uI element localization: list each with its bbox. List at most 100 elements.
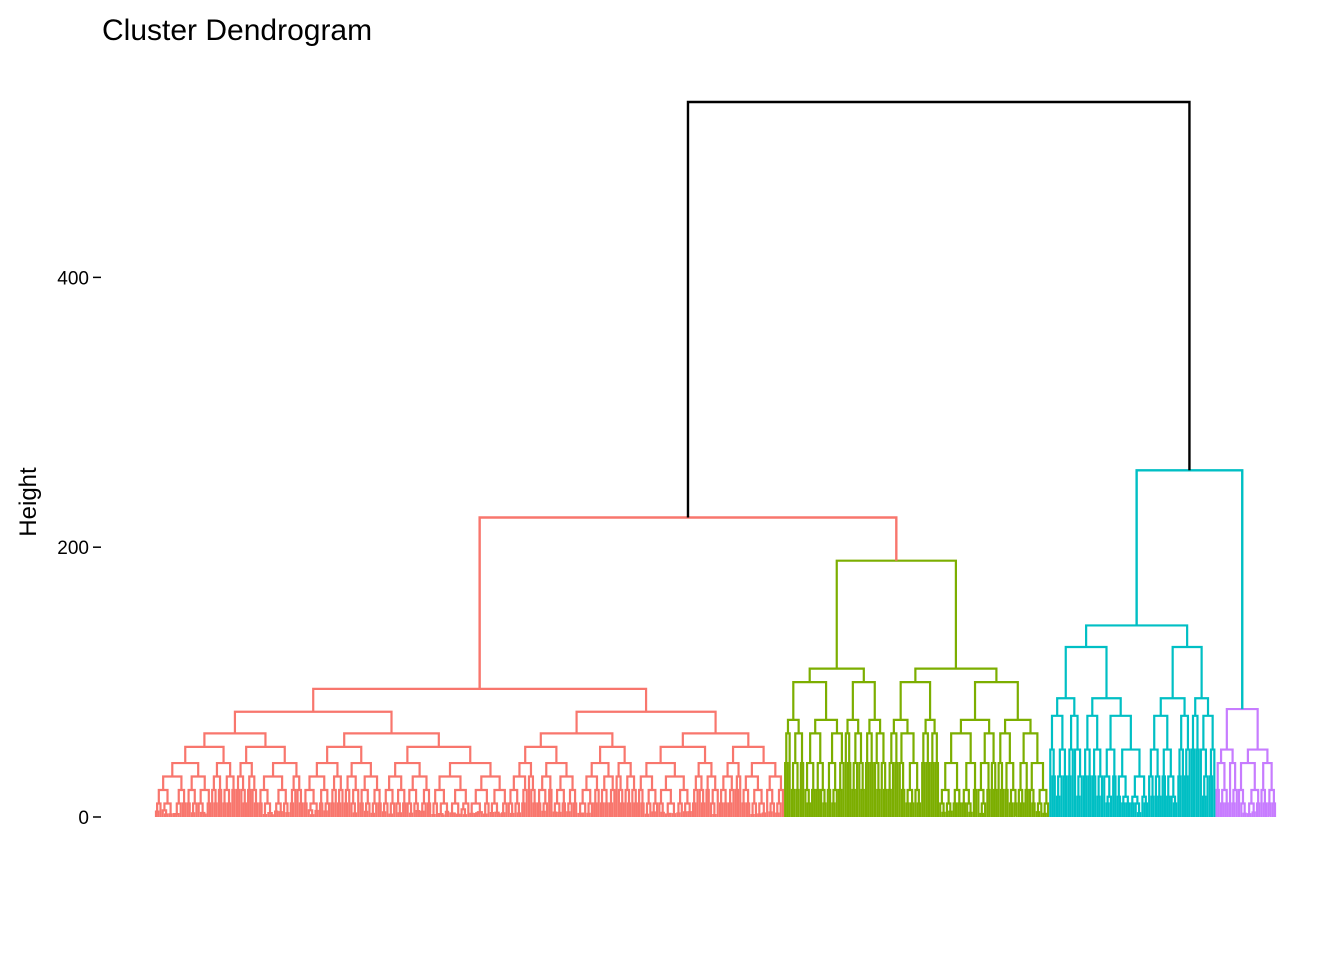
- dendrogram-link: [659, 745, 707, 764]
- dendrogram-link: [168, 813, 173, 817]
- dendrogram-link: [873, 761, 880, 817]
- dendrogram-link: [572, 802, 578, 817]
- dendrogram-link: [617, 761, 632, 777]
- dendrogram-link: [518, 761, 533, 777]
- dendrogram-link: [326, 745, 363, 764]
- dendrogram-link: [916, 802, 922, 817]
- dendrogram-link: [184, 745, 225, 764]
- y-tick-label: 0: [78, 808, 89, 829]
- dendrogram-link: [259, 788, 269, 804]
- dendrogram-link: [921, 761, 926, 817]
- dendrogram-link: [1096, 795, 1101, 817]
- dendrogram-link: [1122, 795, 1129, 804]
- dendrogram-link: [1271, 802, 1277, 817]
- dendrogram-link: [718, 802, 724, 817]
- dendrogram-link: [846, 761, 852, 817]
- dendrogram-link: [924, 718, 936, 734]
- dendrogram-link: [352, 788, 360, 817]
- dendrogram-link: [1005, 761, 1015, 791]
- dendrogram-link: [231, 788, 236, 817]
- dendrogram-link: [805, 761, 815, 791]
- dendrogram-link: [742, 788, 750, 804]
- dendrogram-link: [900, 788, 906, 817]
- dendrogram-link: [973, 680, 1019, 720]
- dendrogram-link: [251, 788, 258, 817]
- dendrogram-link: [438, 775, 462, 791]
- dendrogram-link: [304, 788, 315, 804]
- dendrogram-link: [990, 761, 997, 817]
- dendrogram-link: [190, 775, 206, 791]
- dendrogram-link: [585, 775, 599, 791]
- dendrogram-link: [1069, 714, 1079, 750]
- dendrogram-link: [258, 802, 263, 817]
- dendrogram-link: [1161, 775, 1166, 817]
- dendrogram-link: [309, 802, 318, 811]
- dendrogram-link: [1013, 802, 1018, 817]
- cluster-3: [1049, 624, 1216, 817]
- dendrogram-link: [1232, 788, 1238, 817]
- dendrogram-link: [561, 802, 567, 817]
- dendrogram-link: [323, 810, 328, 817]
- dendrogram-link: [248, 775, 256, 791]
- dendrogram-link: [953, 788, 961, 804]
- dendrogram-link: [894, 761, 899, 817]
- dendrogram-link: [273, 810, 279, 817]
- dendrogram-link: [1121, 802, 1126, 817]
- dendrogram-link: [1246, 748, 1269, 764]
- dendrogram-link: [1117, 775, 1127, 797]
- dendrogram-link: [186, 802, 191, 817]
- dendrogram-link: [420, 810, 425, 817]
- dendrogram-link: [1150, 795, 1155, 817]
- dendrogram-link: [1125, 802, 1131, 817]
- dendrogram-link: [426, 802, 432, 817]
- dendrogram-link: [694, 775, 703, 791]
- dendrogram-link: [664, 775, 685, 791]
- dendrogram-link: [693, 788, 699, 817]
- dendrogram-link: [406, 745, 472, 764]
- dendrogram-link: [593, 802, 598, 817]
- dendrogram-link: [608, 802, 614, 817]
- dendrogram-link: [1215, 788, 1220, 817]
- dendrogram-link: [664, 813, 671, 817]
- dendrogram-link: [1062, 775, 1068, 817]
- dendrogram-link: [645, 761, 676, 777]
- dendrogram-link: [626, 775, 636, 791]
- dendrogram-link: [422, 788, 431, 804]
- dendrogram-link: [343, 732, 440, 747]
- dendrogram-link: [1255, 802, 1261, 817]
- dendrogram-link: [1064, 645, 1108, 699]
- dendrogram-link: [363, 810, 369, 817]
- dendrogram-link: [473, 813, 479, 817]
- dendrogram-link: [851, 788, 856, 817]
- dendrogram-link: [360, 788, 369, 804]
- dendrogram-link: [706, 775, 717, 791]
- dendrogram-link: [1019, 761, 1028, 791]
- dendrogram-link: [892, 718, 909, 734]
- dendrogram-link: [1228, 761, 1237, 817]
- dendrogram-link: [899, 680, 932, 720]
- dendrogram-link: [999, 732, 1011, 764]
- dendrogram-link: [887, 788, 892, 817]
- dendrogram-link: [914, 667, 998, 683]
- dendrogram-link: [444, 810, 450, 817]
- dendrogram-link: [1017, 788, 1024, 817]
- dendrogram-link: [566, 811, 571, 817]
- dendrogram-link: [997, 761, 1004, 817]
- dendrogram-link: [1250, 788, 1260, 804]
- dendrogram-link: [222, 802, 227, 817]
- dendrogram-link: [750, 761, 777, 777]
- dendrogram-link: [957, 802, 962, 817]
- dendrogram-link: [532, 802, 537, 817]
- dendrogram-link: [905, 802, 910, 817]
- dendrogram-link: [163, 813, 169, 817]
- dendrogram-link: [1159, 697, 1186, 716]
- dendrogram-link: [914, 788, 920, 817]
- dendrogram-link: [741, 802, 746, 817]
- dendrogram-link: [1087, 775, 1092, 817]
- dendrogram-link: [804, 788, 810, 817]
- dendrogram-link: [792, 680, 828, 720]
- dendrogram-link: [1166, 795, 1171, 817]
- dendrogram-link: [408, 788, 418, 804]
- dendrogram-link: [157, 788, 169, 804]
- dendrogram-link: [1086, 714, 1099, 750]
